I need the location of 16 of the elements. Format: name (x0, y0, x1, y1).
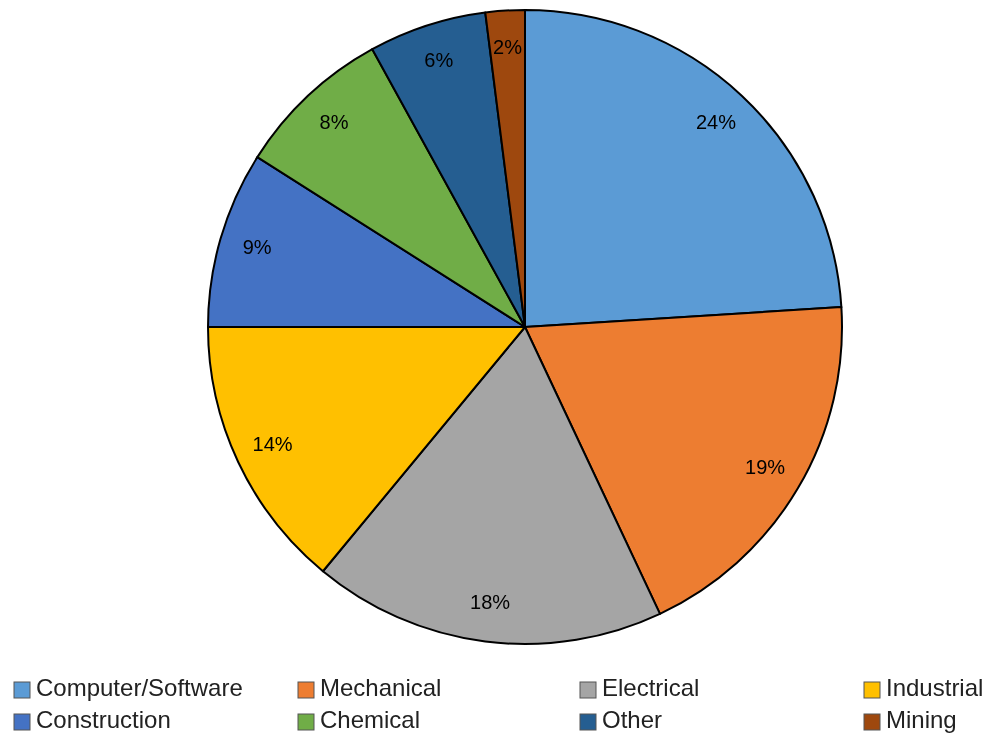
data-label: 2% (493, 35, 523, 58)
data-label: 6% (424, 48, 454, 71)
data-label: 18% (470, 591, 511, 614)
data-label: 9% (242, 236, 272, 259)
data-label: 8% (319, 110, 349, 133)
legend-label: Other (602, 706, 663, 734)
data-label: 24% (695, 110, 737, 133)
legend-label: Computer/Software (36, 674, 243, 702)
legend-label: Industrial (886, 674, 984, 702)
legend-label: Construction (36, 706, 171, 734)
legend-label: Mining (886, 706, 957, 734)
legend-label: Electrical (602, 674, 700, 702)
data-label: 14% (252, 433, 293, 456)
data-label: 19% (745, 456, 786, 479)
legend-label: Chemical (320, 706, 421, 734)
legend-label: Mechanical (320, 674, 442, 702)
